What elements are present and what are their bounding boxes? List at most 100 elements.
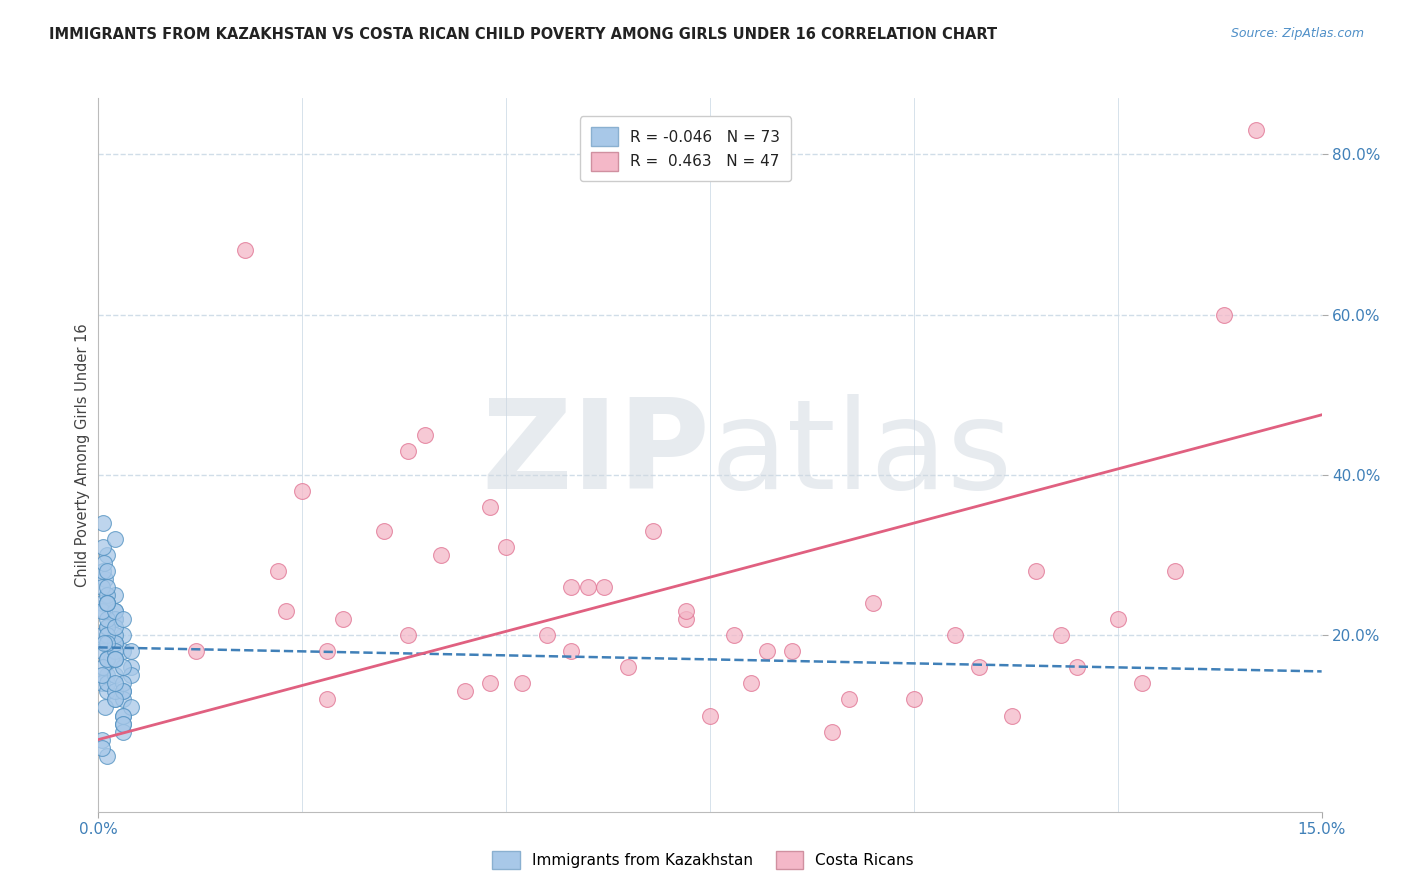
Point bbox=[94, 700, 117, 714]
Point bbox=[104, 604, 127, 618]
Point bbox=[1212, 308, 1234, 322]
Point bbox=[593, 580, 616, 594]
Text: Source: ZipAtlas.com: Source: ZipAtlas.com bbox=[1230, 27, 1364, 40]
Point bbox=[1246, 123, 1268, 137]
Point bbox=[111, 716, 134, 731]
Point bbox=[96, 652, 118, 666]
Point bbox=[641, 524, 664, 538]
Point bbox=[104, 620, 127, 634]
Point bbox=[120, 660, 142, 674]
Point bbox=[675, 604, 697, 618]
Point bbox=[454, 684, 477, 698]
Point bbox=[96, 636, 118, 650]
Point bbox=[91, 644, 114, 658]
Point bbox=[1025, 564, 1047, 578]
Point bbox=[111, 684, 134, 698]
Point bbox=[560, 644, 582, 658]
Point bbox=[91, 732, 114, 747]
Point bbox=[96, 548, 118, 562]
Point bbox=[104, 652, 127, 666]
Point bbox=[104, 676, 127, 690]
Point bbox=[104, 604, 127, 618]
Point bbox=[413, 428, 436, 442]
Point bbox=[93, 636, 115, 650]
Point bbox=[91, 740, 114, 755]
Point bbox=[675, 612, 697, 626]
Point bbox=[111, 692, 134, 706]
Point bbox=[104, 612, 127, 626]
Point bbox=[430, 548, 453, 562]
Point bbox=[1001, 708, 1024, 723]
Point bbox=[111, 612, 134, 626]
Point bbox=[120, 644, 142, 658]
Point bbox=[332, 612, 354, 626]
Point bbox=[104, 652, 127, 666]
Point bbox=[315, 692, 337, 706]
Point bbox=[91, 668, 114, 682]
Point bbox=[373, 524, 395, 538]
Point bbox=[104, 636, 127, 650]
Legend: R = -0.046   N = 73, R =  0.463   N = 47: R = -0.046 N = 73, R = 0.463 N = 47 bbox=[581, 117, 792, 181]
Point bbox=[478, 500, 501, 514]
Point bbox=[274, 604, 297, 618]
Point bbox=[862, 596, 884, 610]
Point bbox=[96, 564, 118, 578]
Point bbox=[1049, 628, 1071, 642]
Point bbox=[396, 444, 419, 458]
Point bbox=[96, 652, 118, 666]
Point bbox=[104, 684, 127, 698]
Y-axis label: Child Poverty Among Girls Under 16: Child Poverty Among Girls Under 16 bbox=[75, 323, 90, 587]
Point bbox=[1130, 676, 1153, 690]
Point bbox=[967, 660, 990, 674]
Point bbox=[723, 628, 745, 642]
Point bbox=[96, 636, 118, 650]
Point bbox=[111, 644, 134, 658]
Point bbox=[1164, 564, 1187, 578]
Point bbox=[104, 668, 127, 682]
Text: IMMIGRANTS FROM KAZAKHSTAN VS COSTA RICAN CHILD POVERTY AMONG GIRLS UNDER 16 COR: IMMIGRANTS FROM KAZAKHSTAN VS COSTA RICA… bbox=[49, 27, 997, 42]
Point bbox=[111, 724, 134, 739]
Point bbox=[1107, 612, 1129, 626]
Point bbox=[943, 628, 966, 642]
Point bbox=[91, 540, 114, 554]
Point bbox=[96, 580, 118, 594]
Point bbox=[111, 684, 134, 698]
Point bbox=[96, 596, 118, 610]
Point bbox=[1066, 660, 1088, 674]
Point bbox=[96, 620, 118, 634]
Point bbox=[617, 660, 640, 674]
Point bbox=[120, 700, 142, 714]
Point bbox=[495, 540, 517, 554]
Point bbox=[186, 644, 208, 658]
Point bbox=[111, 708, 134, 723]
Point bbox=[756, 644, 779, 658]
Point bbox=[396, 628, 419, 642]
Point bbox=[96, 612, 118, 626]
Point bbox=[111, 716, 134, 731]
Point bbox=[96, 628, 118, 642]
Point bbox=[91, 564, 114, 578]
Point bbox=[267, 564, 290, 578]
Point bbox=[104, 628, 127, 642]
Point bbox=[91, 516, 114, 530]
Point bbox=[740, 676, 762, 690]
Point bbox=[699, 708, 721, 723]
Point bbox=[100, 652, 122, 666]
Point bbox=[233, 244, 256, 258]
Point bbox=[96, 620, 118, 634]
Text: atlas: atlas bbox=[710, 394, 1012, 516]
Point bbox=[104, 532, 127, 546]
Legend: Immigrants from Kazakhstan, Costa Ricans: Immigrants from Kazakhstan, Costa Ricans bbox=[486, 845, 920, 875]
Point bbox=[96, 748, 118, 763]
Point bbox=[536, 628, 558, 642]
Point bbox=[91, 596, 114, 610]
Point bbox=[821, 724, 844, 739]
Point bbox=[780, 644, 803, 658]
Point bbox=[96, 668, 118, 682]
Point bbox=[96, 588, 118, 602]
Point bbox=[838, 692, 860, 706]
Point bbox=[111, 676, 134, 690]
Point bbox=[104, 692, 127, 706]
Point bbox=[903, 692, 925, 706]
Point bbox=[104, 612, 127, 626]
